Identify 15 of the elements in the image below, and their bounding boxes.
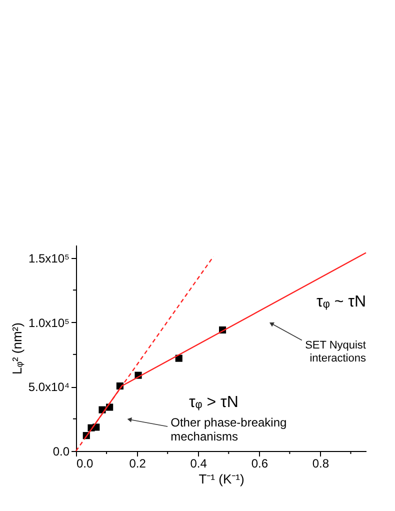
annotation: τᵩ ~ τN: [316, 294, 366, 311]
y-tick-label: 5.0x10⁴: [28, 380, 70, 394]
annotation: Other phase-breaking mechanisms: [170, 416, 287, 444]
y-axis-title: Lᵩ² (nm²): [9, 322, 24, 374]
y-tick-label: 0.0: [52, 444, 70, 458]
x-tick-label: 0.2: [129, 456, 146, 470]
annotation: τᵩ > τN: [188, 394, 238, 412]
annotation: SET Nyquist interactions: [305, 339, 366, 364]
x-tick-label: 0.8: [312, 456, 330, 470]
x-tick-label: 0.0: [76, 456, 94, 470]
y-tick-label: 1.0x10⁵: [28, 316, 70, 330]
x-tick-label: 0.6: [251, 456, 268, 470]
y-tick-label: 1.5x10⁵: [28, 251, 70, 266]
x-axis-title: T⁻¹ (K⁻¹): [198, 472, 244, 486]
x-tick-label: 0.4: [190, 456, 208, 470]
